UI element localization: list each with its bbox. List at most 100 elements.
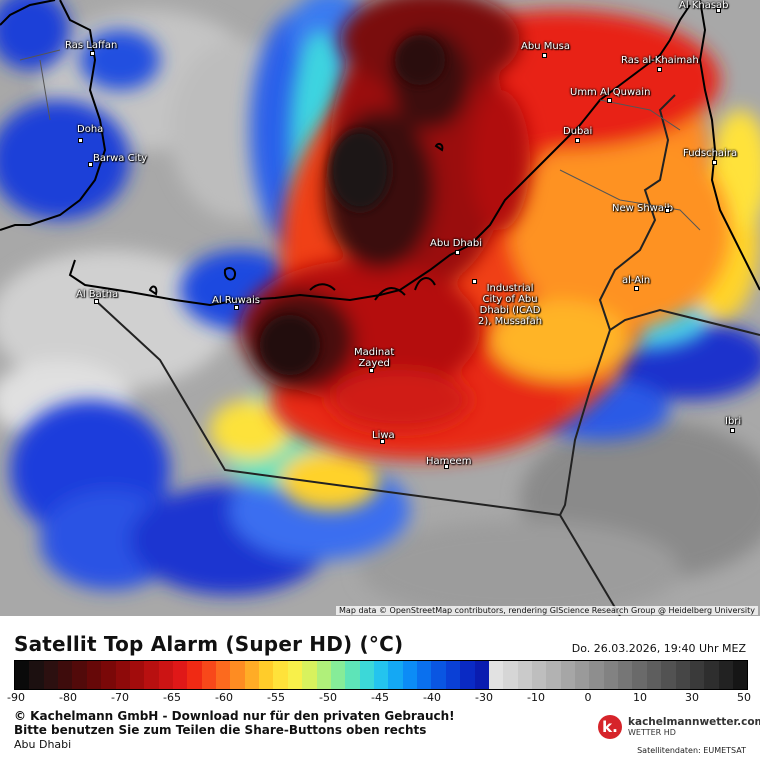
scale-swatch	[603, 661, 619, 689]
scale-swatch	[675, 661, 690, 689]
place-marker	[716, 8, 721, 13]
logo-icon: k.	[598, 715, 622, 739]
scale-swatch	[732, 661, 748, 689]
kachelmann-logo[interactable]: k. kachelmannwetter.com WETTER HD	[598, 713, 760, 743]
scale-tick-label: -10	[527, 691, 545, 704]
scale-swatch	[187, 661, 202, 689]
place-label: Ras Laffan	[65, 40, 118, 51]
share-hint: Bitte benutzen Sie zum Teilen die Share-…	[14, 723, 427, 737]
logo-name: kachelmannwetter.com	[628, 716, 760, 728]
scale-tick-label: -30	[475, 691, 493, 704]
scale-swatch	[345, 661, 360, 689]
scale-swatch	[431, 661, 446, 689]
map-attribution[interactable]: Map data © OpenStreetMap contributors, r…	[336, 606, 758, 615]
scale-swatch	[158, 661, 173, 689]
scale-swatch	[201, 661, 217, 689]
scale-tick-label: -70	[111, 691, 129, 704]
scale-swatch	[29, 661, 44, 689]
place-marker	[234, 305, 239, 310]
scale-swatch	[359, 661, 374, 689]
scale-swatch	[402, 661, 418, 689]
place-label: Al Ruwais	[212, 295, 260, 306]
scale-swatch	[503, 661, 518, 689]
place-label: Abu Dhabi	[430, 238, 482, 249]
scale-swatch	[589, 661, 604, 689]
scale-swatch	[86, 661, 102, 689]
satellite-imagery	[0, 0, 760, 616]
scale-swatch	[129, 661, 145, 689]
scale-swatch	[560, 661, 576, 689]
scale-swatch	[230, 661, 245, 689]
place-marker	[712, 160, 717, 165]
scale-swatch	[689, 661, 705, 689]
scale-tick-label: 0	[584, 691, 592, 704]
place-label: Hameem	[426, 456, 472, 467]
scale-ticks: -90 -80 -70 -65 -60 -55 -50 -45 -40 -30 -10 0 10 30 50	[7, 691, 751, 705]
scale-tick-label: -80	[59, 691, 77, 704]
scale-swatch	[517, 661, 532, 689]
scale-swatch	[115, 661, 130, 689]
place-label: Barwa City	[93, 153, 148, 164]
place-label: Dubai	[563, 126, 593, 137]
scale-swatch	[618, 661, 633, 689]
place-label: Fudschaira	[683, 148, 738, 159]
scale-swatch	[445, 661, 461, 689]
place-marker	[78, 138, 83, 143]
scale-swatch	[531, 661, 547, 689]
place-marker	[455, 250, 460, 255]
place-label: Industrial City of Abu Dhabi (ICAD 2), M…	[478, 283, 543, 327]
place-marker	[657, 67, 662, 72]
place-marker	[94, 299, 99, 304]
place-label: Abu Musa	[521, 41, 571, 52]
scale-tick-label: -45	[371, 691, 389, 704]
scale-swatch	[216, 661, 231, 689]
scale-tick-label: -50	[319, 691, 337, 704]
region-name: Abu Dhabi	[14, 738, 72, 751]
scale-swatch	[661, 661, 676, 689]
place-marker	[444, 464, 449, 469]
scale-swatch	[718, 661, 733, 689]
place-label: Doha	[77, 124, 104, 135]
place-marker	[730, 428, 735, 433]
scale-swatch	[58, 661, 73, 689]
scale-swatch	[373, 661, 389, 689]
chart-title: Satellit Top Alarm (Super HD) (°C)	[14, 632, 404, 656]
scale-tick-label: 30	[685, 691, 699, 704]
scale-tick-label: 10	[633, 691, 647, 704]
place-marker	[575, 138, 580, 143]
scale-swatch	[15, 661, 30, 689]
place-marker	[665, 208, 670, 213]
scale-tick-label: -90	[7, 691, 25, 704]
place-label: al-Ain	[622, 275, 651, 286]
place-label: Liwa	[372, 430, 395, 441]
scale-swatch	[43, 661, 59, 689]
place-label: Ras al-Khaimah	[621, 55, 699, 66]
place-marker	[88, 162, 93, 167]
scale-swatch	[460, 661, 475, 689]
timestamp: Do. 26.03.2026, 19:40 Uhr MEZ	[571, 642, 746, 655]
logo-subtitle: WETTER HD	[628, 728, 676, 737]
scale-tick-label: -60	[215, 691, 233, 704]
scale-swatch	[302, 661, 317, 689]
place-label: Al Batha	[76, 289, 119, 300]
place-marker	[90, 51, 95, 56]
scale-swatch	[488, 661, 504, 689]
scale-swatch	[704, 661, 719, 689]
legend-panel: Satellit Top Alarm (Super HD) (°C) Do. 2…	[0, 616, 760, 760]
scale-swatch	[330, 661, 346, 689]
scale-swatch	[546, 661, 561, 689]
scale-swatch	[101, 661, 116, 689]
scale-swatch	[287, 661, 303, 689]
place-label: Al Khasab	[679, 0, 729, 11]
color-scale	[14, 660, 748, 690]
satellite-map[interactable]: Ras Laffan Doha Barwa City Al Batha Al Ruwai…	[0, 0, 760, 616]
scale-swatch	[144, 661, 159, 689]
place-label: Madinat Zayed	[354, 347, 395, 369]
place-marker	[542, 53, 547, 58]
place-marker	[369, 368, 374, 373]
place-marker	[634, 286, 639, 291]
scale-tick-label: -40	[423, 691, 441, 704]
copyright-notice: © Kachelmann GmbH - Download nur für den…	[14, 709, 455, 723]
place-marker	[607, 98, 612, 103]
scale-swatch	[259, 661, 274, 689]
